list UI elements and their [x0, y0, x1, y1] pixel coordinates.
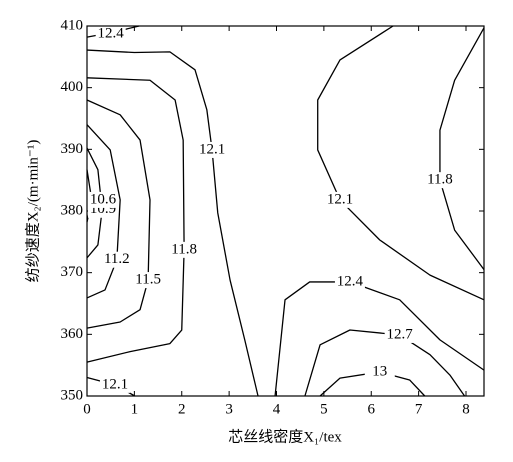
y-tick-label: 370 — [61, 264, 84, 280]
contour-label: 12.7 — [387, 326, 414, 342]
y-tick-label: 360 — [61, 326, 84, 342]
x-tick-label: 8 — [462, 401, 470, 417]
label-bg — [364, 363, 395, 380]
x-tick-label: 5 — [320, 401, 328, 417]
contour-label: 12.1 — [327, 191, 353, 207]
contour-label: 12.1 — [102, 376, 128, 392]
contour-label: 11.8 — [427, 172, 453, 188]
label-bg — [99, 376, 130, 393]
contour-label: 11.2 — [104, 251, 130, 267]
contour-line — [439, 27, 485, 270]
x-tick-label: 3 — [225, 401, 233, 417]
label-bg — [95, 26, 126, 42]
label-bg — [197, 141, 228, 158]
plot-frame — [86, 25, 485, 397]
label-bg — [101, 251, 132, 268]
label-bg — [384, 326, 415, 343]
contour-label: 12.4 — [98, 25, 125, 41]
x-tick-label: 0 — [83, 401, 91, 417]
x-axis-label: 芯丝线密度X₁/tex — [228, 428, 342, 445]
contour-line — [86, 99, 151, 329]
y-axis-label: 纺纱速度X₂/(m·min⁻¹) — [24, 140, 41, 283]
contour-label: 12.4 — [337, 273, 364, 289]
contour-label: 12.1 — [199, 141, 225, 157]
x-tick-label: 7 — [415, 401, 423, 417]
contour-label: 13 — [372, 363, 387, 379]
x-tick-label: 4 — [273, 401, 281, 417]
contour-label: 11.8 — [171, 241, 197, 257]
y-tick-label: 400 — [61, 79, 84, 95]
label-bg — [169, 241, 200, 258]
x-tick-label: 6 — [367, 401, 375, 417]
contour-label: 11.5 — [135, 272, 161, 288]
label-bg — [133, 272, 164, 289]
label-bg — [88, 191, 118, 208]
contour-line — [86, 49, 259, 397]
label-bg — [334, 273, 365, 290]
y-tick-label: 390 — [61, 141, 84, 157]
y-tick-label: 350 — [61, 387, 84, 403]
x-tick-label: 1 — [131, 401, 139, 417]
label-bg — [424, 172, 455, 189]
y-tick-label: 380 — [61, 202, 84, 218]
x-tick-label: 2 — [178, 401, 186, 417]
label-bg — [324, 191, 355, 208]
contour-line — [317, 25, 485, 301]
contour-line — [86, 124, 121, 299]
y-tick-label: 410 — [61, 17, 84, 33]
contour-label: 10.6 — [90, 191, 117, 207]
